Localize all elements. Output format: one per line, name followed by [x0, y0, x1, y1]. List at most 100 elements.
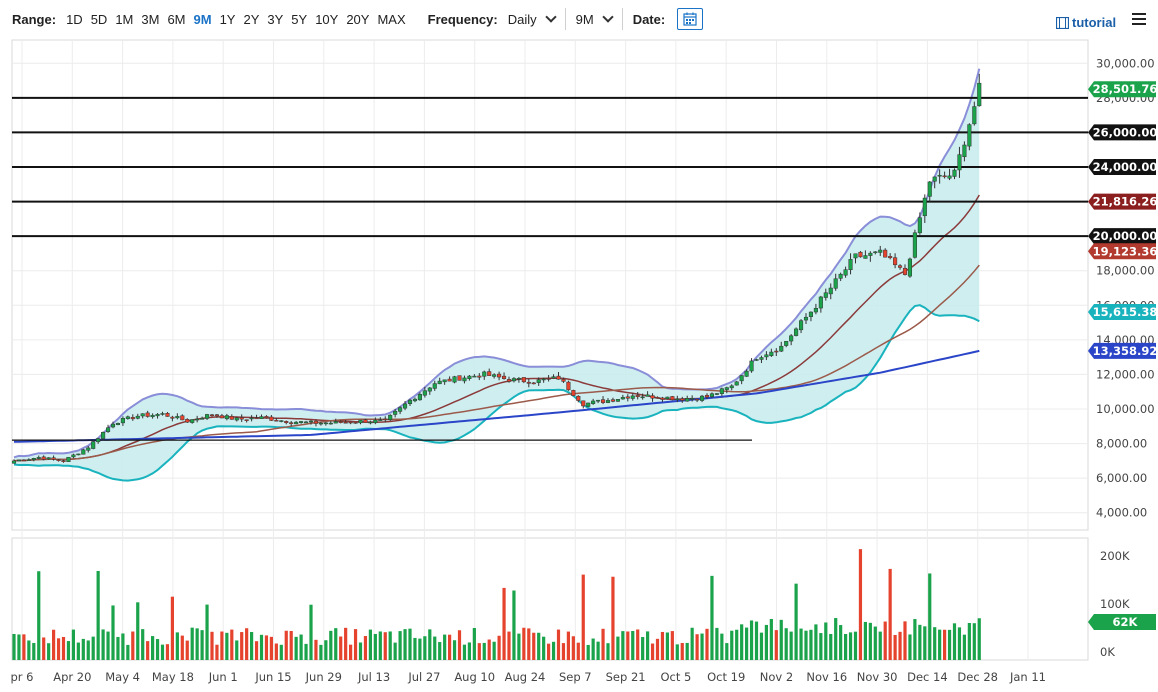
tutorial-link[interactable]: tutorial [1056, 15, 1116, 30]
candle [858, 251, 863, 258]
volume-bar [155, 639, 160, 660]
level-tag-bg [1088, 159, 1156, 175]
x-tick-label: Oct 19 [707, 670, 745, 684]
candle [472, 375, 477, 378]
volume-bar [537, 632, 541, 660]
candle [487, 371, 492, 376]
candle [150, 414, 155, 418]
candle [165, 413, 170, 417]
volume-bar [665, 632, 669, 660]
volume-bar [626, 631, 630, 660]
candle [625, 396, 630, 399]
candle [942, 175, 947, 178]
candle [333, 421, 338, 424]
volume-bar [641, 637, 645, 660]
volume-tick-label: 200K [1100, 549, 1130, 563]
volume-bar [888, 568, 892, 660]
volume-bar [324, 640, 328, 660]
volume-bar [111, 605, 115, 660]
range-button-3m[interactable]: 3M [141, 11, 160, 27]
candle [477, 375, 482, 378]
range-button-9m[interactable]: 9M [193, 11, 212, 27]
candle [967, 124, 972, 147]
candle [363, 419, 368, 423]
candle [799, 320, 804, 331]
volume-bar [101, 629, 105, 660]
indicator-lines [13, 194, 980, 482]
volume-bar [245, 628, 249, 660]
volume-bar [472, 627, 476, 660]
candle [719, 388, 724, 394]
candle [125, 416, 130, 419]
range-button-5y[interactable]: 5Y [291, 11, 308, 27]
calendar-button[interactable] [677, 8, 704, 30]
candle [185, 419, 190, 423]
volume-bar [294, 636, 298, 660]
candle [586, 402, 591, 407]
volume-bar [284, 630, 288, 660]
range-button-2y[interactable]: 2Y [243, 11, 260, 27]
calendar-icon [683, 12, 697, 26]
volume-bar [522, 627, 526, 660]
frequency-dropdown[interactable]: Daily [508, 11, 557, 27]
range-button-5d[interactable]: 5D [90, 11, 108, 27]
range-button-max[interactable]: MAX [377, 11, 406, 27]
candle [774, 350, 779, 353]
candle [843, 269, 848, 276]
candle [531, 382, 536, 385]
candle [868, 252, 873, 256]
volume-bar [319, 644, 323, 660]
candle [437, 380, 442, 385]
range-button-10y[interactable]: 10Y [315, 11, 339, 27]
frequency-group: Frequency: Daily [427, 11, 557, 27]
tutorial-label: tutorial [1072, 15, 1117, 30]
volume-bar [601, 628, 605, 660]
volume-bar [962, 634, 966, 660]
x-tick-label: Sep 21 [606, 670, 646, 684]
range-button-20y[interactable]: 20Y [346, 11, 370, 27]
candle [685, 398, 690, 402]
period-dropdown[interactable]: 9M [576, 11, 614, 27]
volume-bar [443, 634, 447, 660]
x-tick-label: Dec 14 [907, 670, 948, 684]
volume-bar [52, 629, 56, 660]
candle [526, 381, 531, 384]
x-tick-label: Aug 10 [454, 670, 495, 684]
candle [818, 296, 823, 309]
range-button-6m[interactable]: 6M [167, 11, 186, 27]
x-tick-label: Jun 29 [305, 670, 342, 684]
range-button-1y[interactable]: 1Y [219, 11, 236, 27]
volume-bar [368, 629, 372, 660]
candle [492, 374, 497, 377]
candle [848, 259, 853, 271]
candle [912, 232, 917, 258]
volume-bar [759, 632, 764, 660]
volume-bar [596, 641, 600, 660]
x-tick-label: Aug 24 [505, 670, 546, 684]
volume-bar [388, 631, 392, 660]
range-button-3y[interactable]: 3Y [267, 11, 284, 27]
volume-bar [650, 643, 655, 660]
range-button-1d[interactable]: 1D [66, 11, 83, 27]
candle [323, 422, 328, 425]
volume-tag-bg [1088, 614, 1156, 630]
ma-200-line [13, 349, 980, 443]
candle [26, 459, 31, 461]
volume-bar [160, 644, 165, 660]
candle [808, 311, 814, 317]
frequency-label: Frequency: [427, 11, 498, 27]
volume-bar [819, 633, 823, 660]
volume-bar [151, 636, 155, 660]
candle [304, 421, 309, 424]
volume-bar [457, 630, 462, 660]
menu-icon[interactable] [1132, 13, 1146, 28]
level-tag-bg [1088, 124, 1156, 141]
candle [214, 414, 219, 417]
candle [41, 456, 46, 460]
range-button-1m[interactable]: 1M [115, 11, 134, 27]
volume-bar [71, 629, 75, 660]
candle [393, 411, 398, 415]
candle [383, 418, 388, 421]
volume-bar [56, 638, 61, 660]
range-label: Range: [12, 11, 57, 27]
